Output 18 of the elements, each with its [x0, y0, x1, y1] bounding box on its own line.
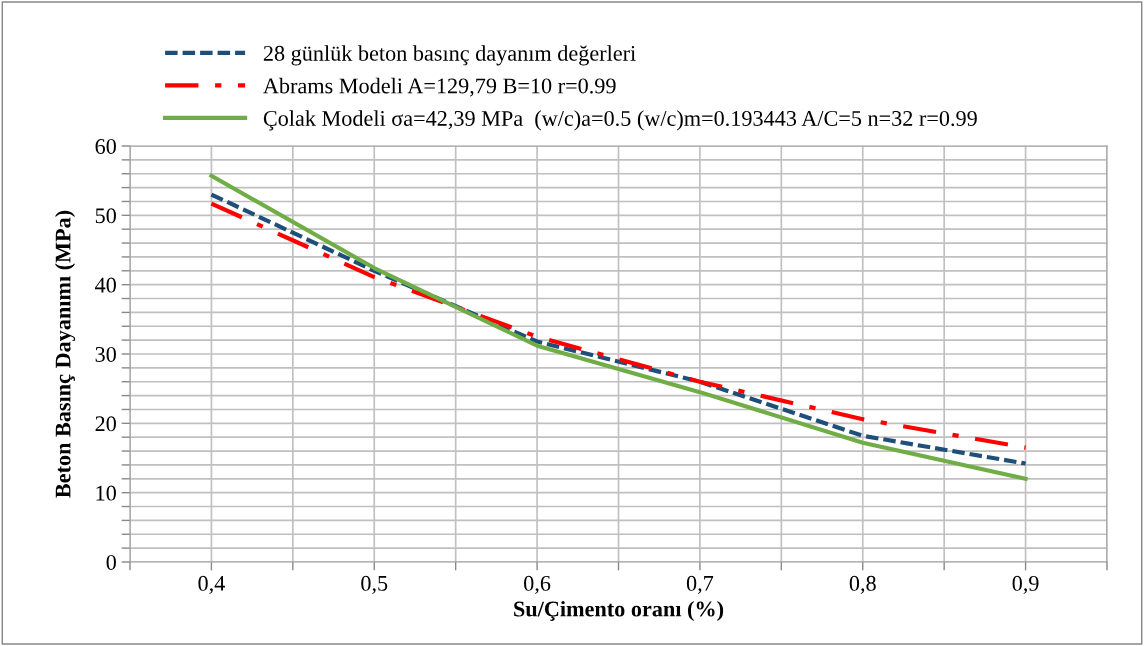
x-tick-label: 0,8: [849, 575, 876, 595]
y-tick-label: 30: [95, 346, 116, 362]
x-axis-title: Su/Çimento oranı (%): [514, 600, 724, 622]
legend-label: Abrams Modeli A=129,79 B=10 r=0.99: [263, 77, 616, 97]
y-axis-title: Beton Basınç Dayanımı (MPa): [54, 210, 76, 498]
x-tick-label: 0,9: [1012, 575, 1039, 595]
legend-label: Çolak Modeli σa=42,39 MPa (w/c)a=0.5 (w/c)m=0.193443 A/C=5 n=32 r=0.99: [263, 110, 977, 131]
legend-label: 28 günlük beton basınç dayanım değerleri: [263, 45, 636, 66]
y-tick-label: 60: [95, 138, 116, 154]
y-tick-label: 50: [95, 208, 116, 224]
y-tick-label: 20: [95, 416, 116, 432]
y-tick-label: 40: [95, 277, 116, 293]
x-tick-label: 0,4: [198, 575, 225, 595]
x-tick-label: 0,5: [361, 575, 388, 595]
x-tick-label: 0,6: [524, 575, 551, 595]
x-tick-label: 0,7: [686, 575, 714, 595]
y-tick-label: 0: [106, 554, 116, 570]
y-tick-label: 10: [96, 485, 116, 501]
